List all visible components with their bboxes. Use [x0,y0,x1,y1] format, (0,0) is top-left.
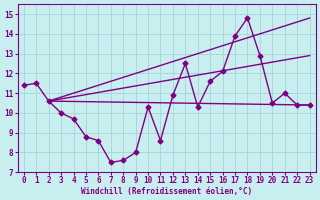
X-axis label: Windchill (Refroidissement éolien,°C): Windchill (Refroidissement éolien,°C) [81,187,252,196]
